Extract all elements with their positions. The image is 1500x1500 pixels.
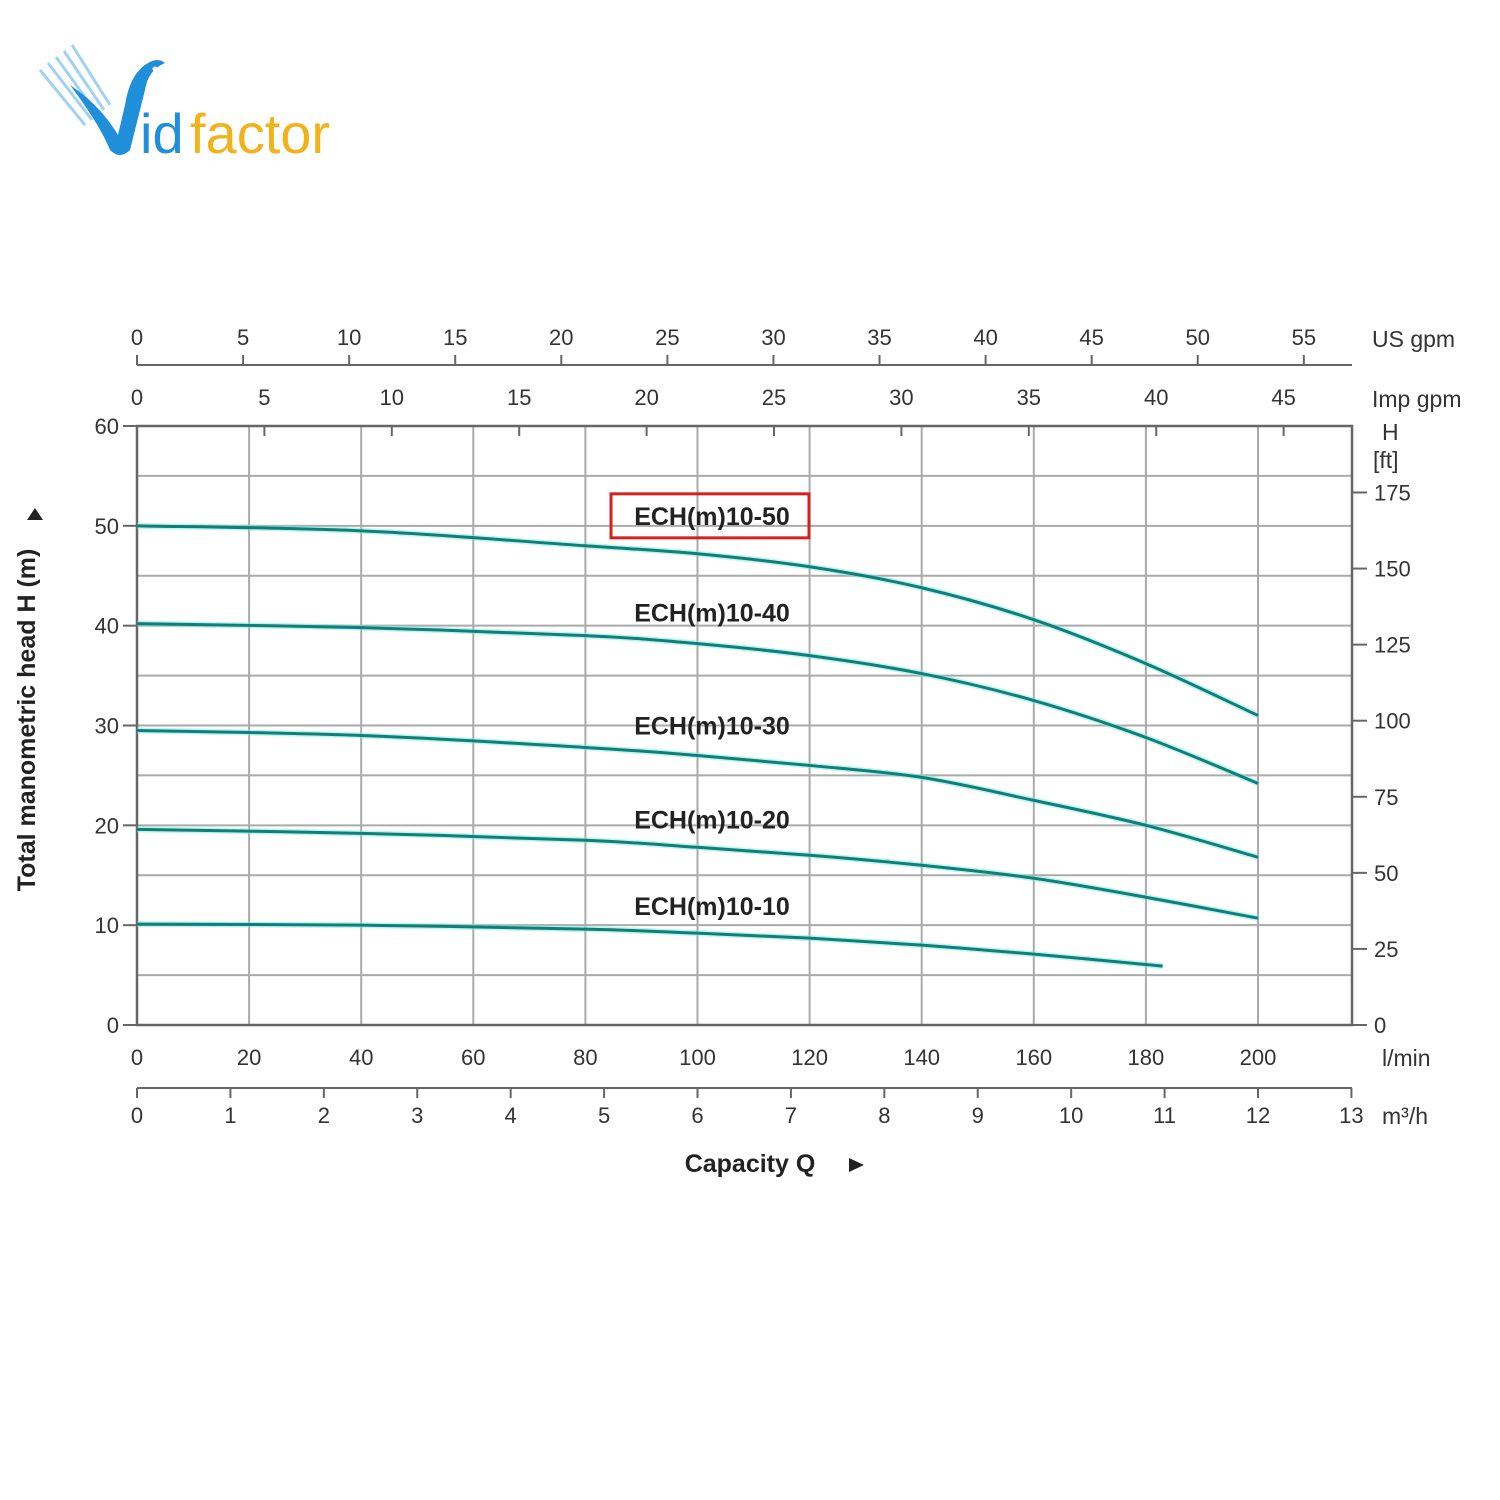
m3h-tick-label: 12 xyxy=(1246,1103,1270,1128)
imp-gpm-tick-label: 20 xyxy=(634,385,658,410)
us-gpm-tick-label: 20 xyxy=(549,325,573,350)
x-tick-label: 20 xyxy=(237,1045,261,1070)
ft-tick-label: 50 xyxy=(1374,861,1398,886)
bird-v-icon xyxy=(38,44,165,155)
us-gpm-tick-label: 15 xyxy=(443,325,467,350)
m3h-tick-label: 9 xyxy=(972,1103,984,1128)
logo-text-id: id xyxy=(140,102,184,165)
m3h-tick-label: 3 xyxy=(411,1103,423,1128)
m3h-tick-label: 6 xyxy=(691,1103,703,1128)
x-unit-label: l/min xyxy=(1382,1045,1431,1071)
m3h-tick-label: 11 xyxy=(1153,1103,1176,1128)
ft-tick-label: 150 xyxy=(1374,557,1411,582)
imp-gpm-tick-label: 30 xyxy=(889,385,913,410)
m3h-tick-label: 7 xyxy=(785,1103,797,1128)
series-label: ECH(m)10-50 xyxy=(634,503,790,531)
ft-tick-label: 125 xyxy=(1374,633,1411,658)
y-tick-label: 20 xyxy=(95,813,119,838)
us-gpm-tick-label: 25 xyxy=(655,325,679,350)
ft-tick-label: 100 xyxy=(1374,709,1411,734)
imp-gpm-tick-label: 40 xyxy=(1144,385,1168,410)
y-tick-label: 30 xyxy=(95,714,119,739)
series-line-echm10-30 xyxy=(136,728,1259,859)
us-gpm-tick-label: 30 xyxy=(761,325,785,350)
y-tick-label: 10 xyxy=(95,913,119,938)
m3h-tick-label: 8 xyxy=(878,1103,890,1128)
series-label: ECH(m)10-40 xyxy=(634,600,790,628)
imp-gpm-tick-label: 0 xyxy=(131,385,143,410)
imp-gpm-tick-label: 10 xyxy=(380,385,404,410)
series-line-echm10-20 xyxy=(136,827,1259,920)
x-tick-label: 40 xyxy=(349,1045,373,1070)
vidfactor-logo: id factor xyxy=(30,25,390,175)
series-label: ECH(m)10-20 xyxy=(634,806,790,834)
m3h-tick-label: 4 xyxy=(505,1103,517,1128)
y-tick-label: 0 xyxy=(107,1013,119,1038)
series-line-echm10-50 xyxy=(136,524,1259,717)
series-label: ECH(m)10-30 xyxy=(634,713,790,741)
us-gpm-tick-label: 5 xyxy=(237,325,249,350)
logo-text-factor: factor xyxy=(190,102,330,165)
ft-unit-label-h: H xyxy=(1382,419,1399,445)
y-axis-arrow-icon xyxy=(27,508,43,520)
imp-gpm-tick-label: 25 xyxy=(762,385,786,410)
ft-tick-label: 175 xyxy=(1374,480,1411,505)
m3h-tick-label: 2 xyxy=(318,1103,330,1128)
m3h-unit-label: m³/h xyxy=(1382,1103,1428,1129)
us-gpm-unit-label: US gpm xyxy=(1372,326,1455,352)
series-line-echm10-40 xyxy=(136,622,1259,785)
imp-gpm-tick-label: 35 xyxy=(1017,385,1041,410)
x-axis-arrow-icon xyxy=(849,1158,864,1172)
imp-gpm-tick-label: 5 xyxy=(258,385,270,410)
us-gpm-tick-label: 45 xyxy=(1079,325,1103,350)
m3h-tick-label: 5 xyxy=(598,1103,610,1128)
series-line-echm10-10 xyxy=(136,922,1163,968)
us-gpm-tick-label: 40 xyxy=(973,325,997,350)
y-tick-label: 60 xyxy=(95,414,119,439)
x-tick-label: 200 xyxy=(1240,1045,1277,1070)
imp-gpm-unit-label: Imp gpm xyxy=(1372,386,1461,412)
x-tick-label: 140 xyxy=(903,1045,940,1070)
highlight-box xyxy=(609,492,811,540)
y-tick-label: 50 xyxy=(95,514,119,539)
x-tick-label: 60 xyxy=(461,1045,485,1070)
x-axis-title: Capacity Q xyxy=(685,1150,816,1178)
series-label: ECH(m)10-10 xyxy=(634,893,790,921)
us-gpm-tick-label: 50 xyxy=(1186,325,1210,350)
imp-gpm-tick-label: 15 xyxy=(507,385,531,410)
ft-tick-label: 25 xyxy=(1374,937,1398,962)
x-tick-label: 180 xyxy=(1128,1045,1165,1070)
ft-unit-label-ft: [ft] xyxy=(1373,447,1399,473)
x-tick-label: 160 xyxy=(1015,1045,1052,1070)
us-gpm-tick-label: 35 xyxy=(867,325,891,350)
x-tick-label: 100 xyxy=(679,1045,716,1070)
m3h-tick-label: 10 xyxy=(1059,1103,1083,1128)
x-tick-label: 80 xyxy=(573,1045,597,1070)
m3h-tick-label: 0 xyxy=(131,1103,143,1128)
y-tick-label: 40 xyxy=(95,614,119,639)
m3h-tick-label: 13 xyxy=(1339,1103,1363,1128)
ft-tick-label: 75 xyxy=(1374,785,1398,810)
us-gpm-tick-label: 10 xyxy=(337,325,361,350)
ft-tick-label: 0 xyxy=(1374,1013,1386,1038)
y-axis-title: Total manometric head H (m) xyxy=(13,549,41,892)
x-tick-label: 120 xyxy=(791,1045,828,1070)
x-tick-label: 0 xyxy=(131,1045,143,1070)
us-gpm-tick-label: 0 xyxy=(131,325,143,350)
imp-gpm-tick-label: 45 xyxy=(1271,385,1295,410)
m3h-tick-label: 1 xyxy=(224,1103,236,1128)
us-gpm-tick-label: 55 xyxy=(1292,325,1316,350)
